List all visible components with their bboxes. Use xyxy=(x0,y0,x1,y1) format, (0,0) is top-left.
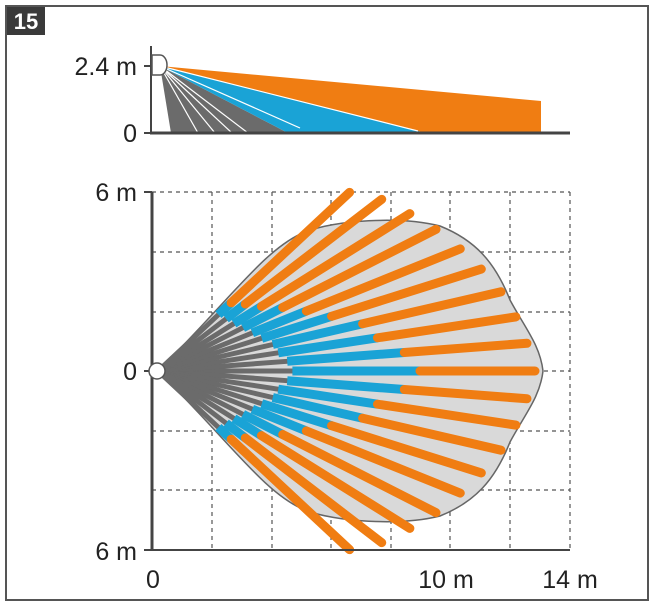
beam-mid-segment xyxy=(260,399,333,431)
beam-mid-segment xyxy=(271,319,364,349)
beam-far-segment xyxy=(358,413,506,455)
figure-number-badge xyxy=(7,7,45,35)
x-label-0: 0 xyxy=(146,566,160,594)
side-beam-line xyxy=(159,65,419,132)
beam-mid-segment xyxy=(286,376,405,395)
beam-far-segment xyxy=(256,209,415,311)
beam-mid-segment xyxy=(231,414,264,440)
beam-far-segment xyxy=(399,338,532,357)
beam-far-segment xyxy=(240,433,387,548)
detection-beams xyxy=(161,187,540,555)
beam-far-segment xyxy=(373,399,521,430)
beam-mid-segment xyxy=(271,393,364,423)
beam-mid-segment xyxy=(277,333,379,358)
beam-near-segment xyxy=(161,312,221,369)
beam-far-segment xyxy=(301,426,465,498)
side-beam-line xyxy=(159,65,301,129)
side-beam-line xyxy=(159,65,233,134)
figure-number: 15 xyxy=(14,9,38,34)
beam-far-segment xyxy=(226,434,355,555)
side-y-label-bottom: 0 xyxy=(123,120,137,148)
beam-far-segment xyxy=(373,312,521,343)
beam-far-segment xyxy=(240,194,387,309)
beam-far-segment xyxy=(278,430,441,518)
beam-mid-segment xyxy=(277,384,379,409)
side-y-label-top: 2.4 m xyxy=(74,53,137,81)
top-view: 6 m 0 6 m 0 10 m 14 m xyxy=(95,179,597,594)
beam-mid-segment xyxy=(250,306,309,338)
beam-near-segment xyxy=(161,373,221,430)
side-beam-line xyxy=(159,65,199,134)
side-beam-lines xyxy=(159,65,419,134)
beam-mid-segment xyxy=(260,311,333,343)
x-label-14m: 14 m xyxy=(542,566,598,594)
beam-mid-segment xyxy=(250,404,309,436)
side-beam-line xyxy=(159,65,249,134)
top-y-label-6m: 6 m xyxy=(95,179,137,207)
side-beam-line xyxy=(159,65,216,134)
beam-far-segment xyxy=(301,244,465,316)
side-sensor-icon xyxy=(151,54,168,76)
top-y-label-neg6m: 6 m xyxy=(95,538,137,566)
beam-far-segment xyxy=(327,264,486,321)
beam-mid-segment xyxy=(240,410,285,439)
beam-far-segment xyxy=(226,187,355,308)
side-zone-orange xyxy=(160,66,541,133)
beam-mid-segment xyxy=(231,302,264,328)
side-view: 2.4 m 0 xyxy=(74,46,570,148)
beam-mid-segment xyxy=(240,303,285,332)
beam-far-segment xyxy=(327,421,486,478)
beam-mid-segment xyxy=(286,347,405,366)
beam-far-segment xyxy=(399,385,532,404)
beam-far-segment xyxy=(278,224,441,312)
top-sensor-icon xyxy=(148,362,166,380)
beam-far-segment xyxy=(358,287,506,329)
beam-far-segment xyxy=(256,431,415,533)
top-y-label-0: 0 xyxy=(123,358,137,386)
x-label-10m: 10 m xyxy=(418,566,474,594)
